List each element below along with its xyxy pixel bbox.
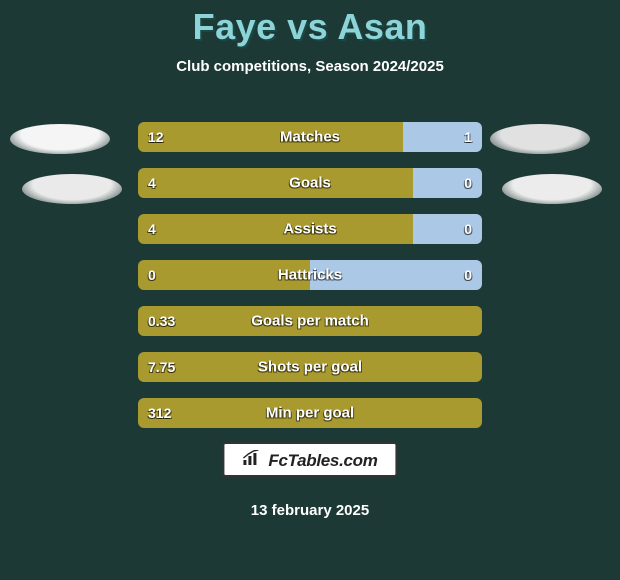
avatar-right-2 xyxy=(502,174,602,204)
stat-row: Hattricks 0 0 xyxy=(138,260,482,290)
stat-row-label: Goals per match xyxy=(251,313,369,330)
stat-value-left: 12 xyxy=(148,129,164,145)
avatar-right-1 xyxy=(490,124,590,154)
stat-value-left: 4 xyxy=(148,175,156,191)
stat-value-right: 1 xyxy=(464,129,472,145)
source-badge: FcTables.com xyxy=(222,442,397,477)
stat-row-label: Shots per goal xyxy=(258,359,362,376)
stat-value-left: 0.33 xyxy=(148,313,175,329)
stat-row-label: Matches xyxy=(280,129,340,146)
stat-row: Goals per match 0.33 xyxy=(138,306,482,336)
stat-value-right: 0 xyxy=(464,175,472,191)
stat-value-left: 4 xyxy=(148,221,156,237)
stat-row-label: Assists xyxy=(283,221,336,238)
stat-row-label: Goals xyxy=(289,175,331,192)
chart-icon xyxy=(242,450,262,471)
stat-value-right: 0 xyxy=(464,221,472,237)
stat-row-label: Min per goal xyxy=(266,405,354,422)
avatar-left-1 xyxy=(10,124,110,154)
source-badge-text: FcTables.com xyxy=(268,451,377,471)
stat-value-right: 0 xyxy=(464,267,472,283)
stat-row: Assists 4 0 xyxy=(138,214,482,244)
avatar-left-2 xyxy=(22,174,122,204)
stat-row: Min per goal 312 xyxy=(138,398,482,428)
stat-value-left: 0 xyxy=(148,267,156,283)
stat-value-left: 312 xyxy=(148,405,171,421)
stat-bar-left xyxy=(138,214,413,244)
stat-row: Shots per goal 7.75 xyxy=(138,352,482,382)
stat-bar-left xyxy=(138,122,403,152)
stat-row-label: Hattricks xyxy=(278,267,342,284)
stat-rows: Matches121Goals40Assists40Hattricks00Goa… xyxy=(138,122,482,444)
stat-row: Matches 12 1 xyxy=(138,122,482,152)
subtitle: Club competitions, Season 2024/2025 xyxy=(0,58,620,75)
infographic-root: Faye vs Asan Club competitions, Season 2… xyxy=(0,0,620,580)
footer-date: 13 february 2025 xyxy=(251,502,369,519)
stat-value-left: 7.75 xyxy=(148,359,175,375)
stat-bar-left xyxy=(138,168,413,198)
page-title: Faye vs Asan xyxy=(0,6,620,48)
stat-row: Goals 4 0 xyxy=(138,168,482,198)
